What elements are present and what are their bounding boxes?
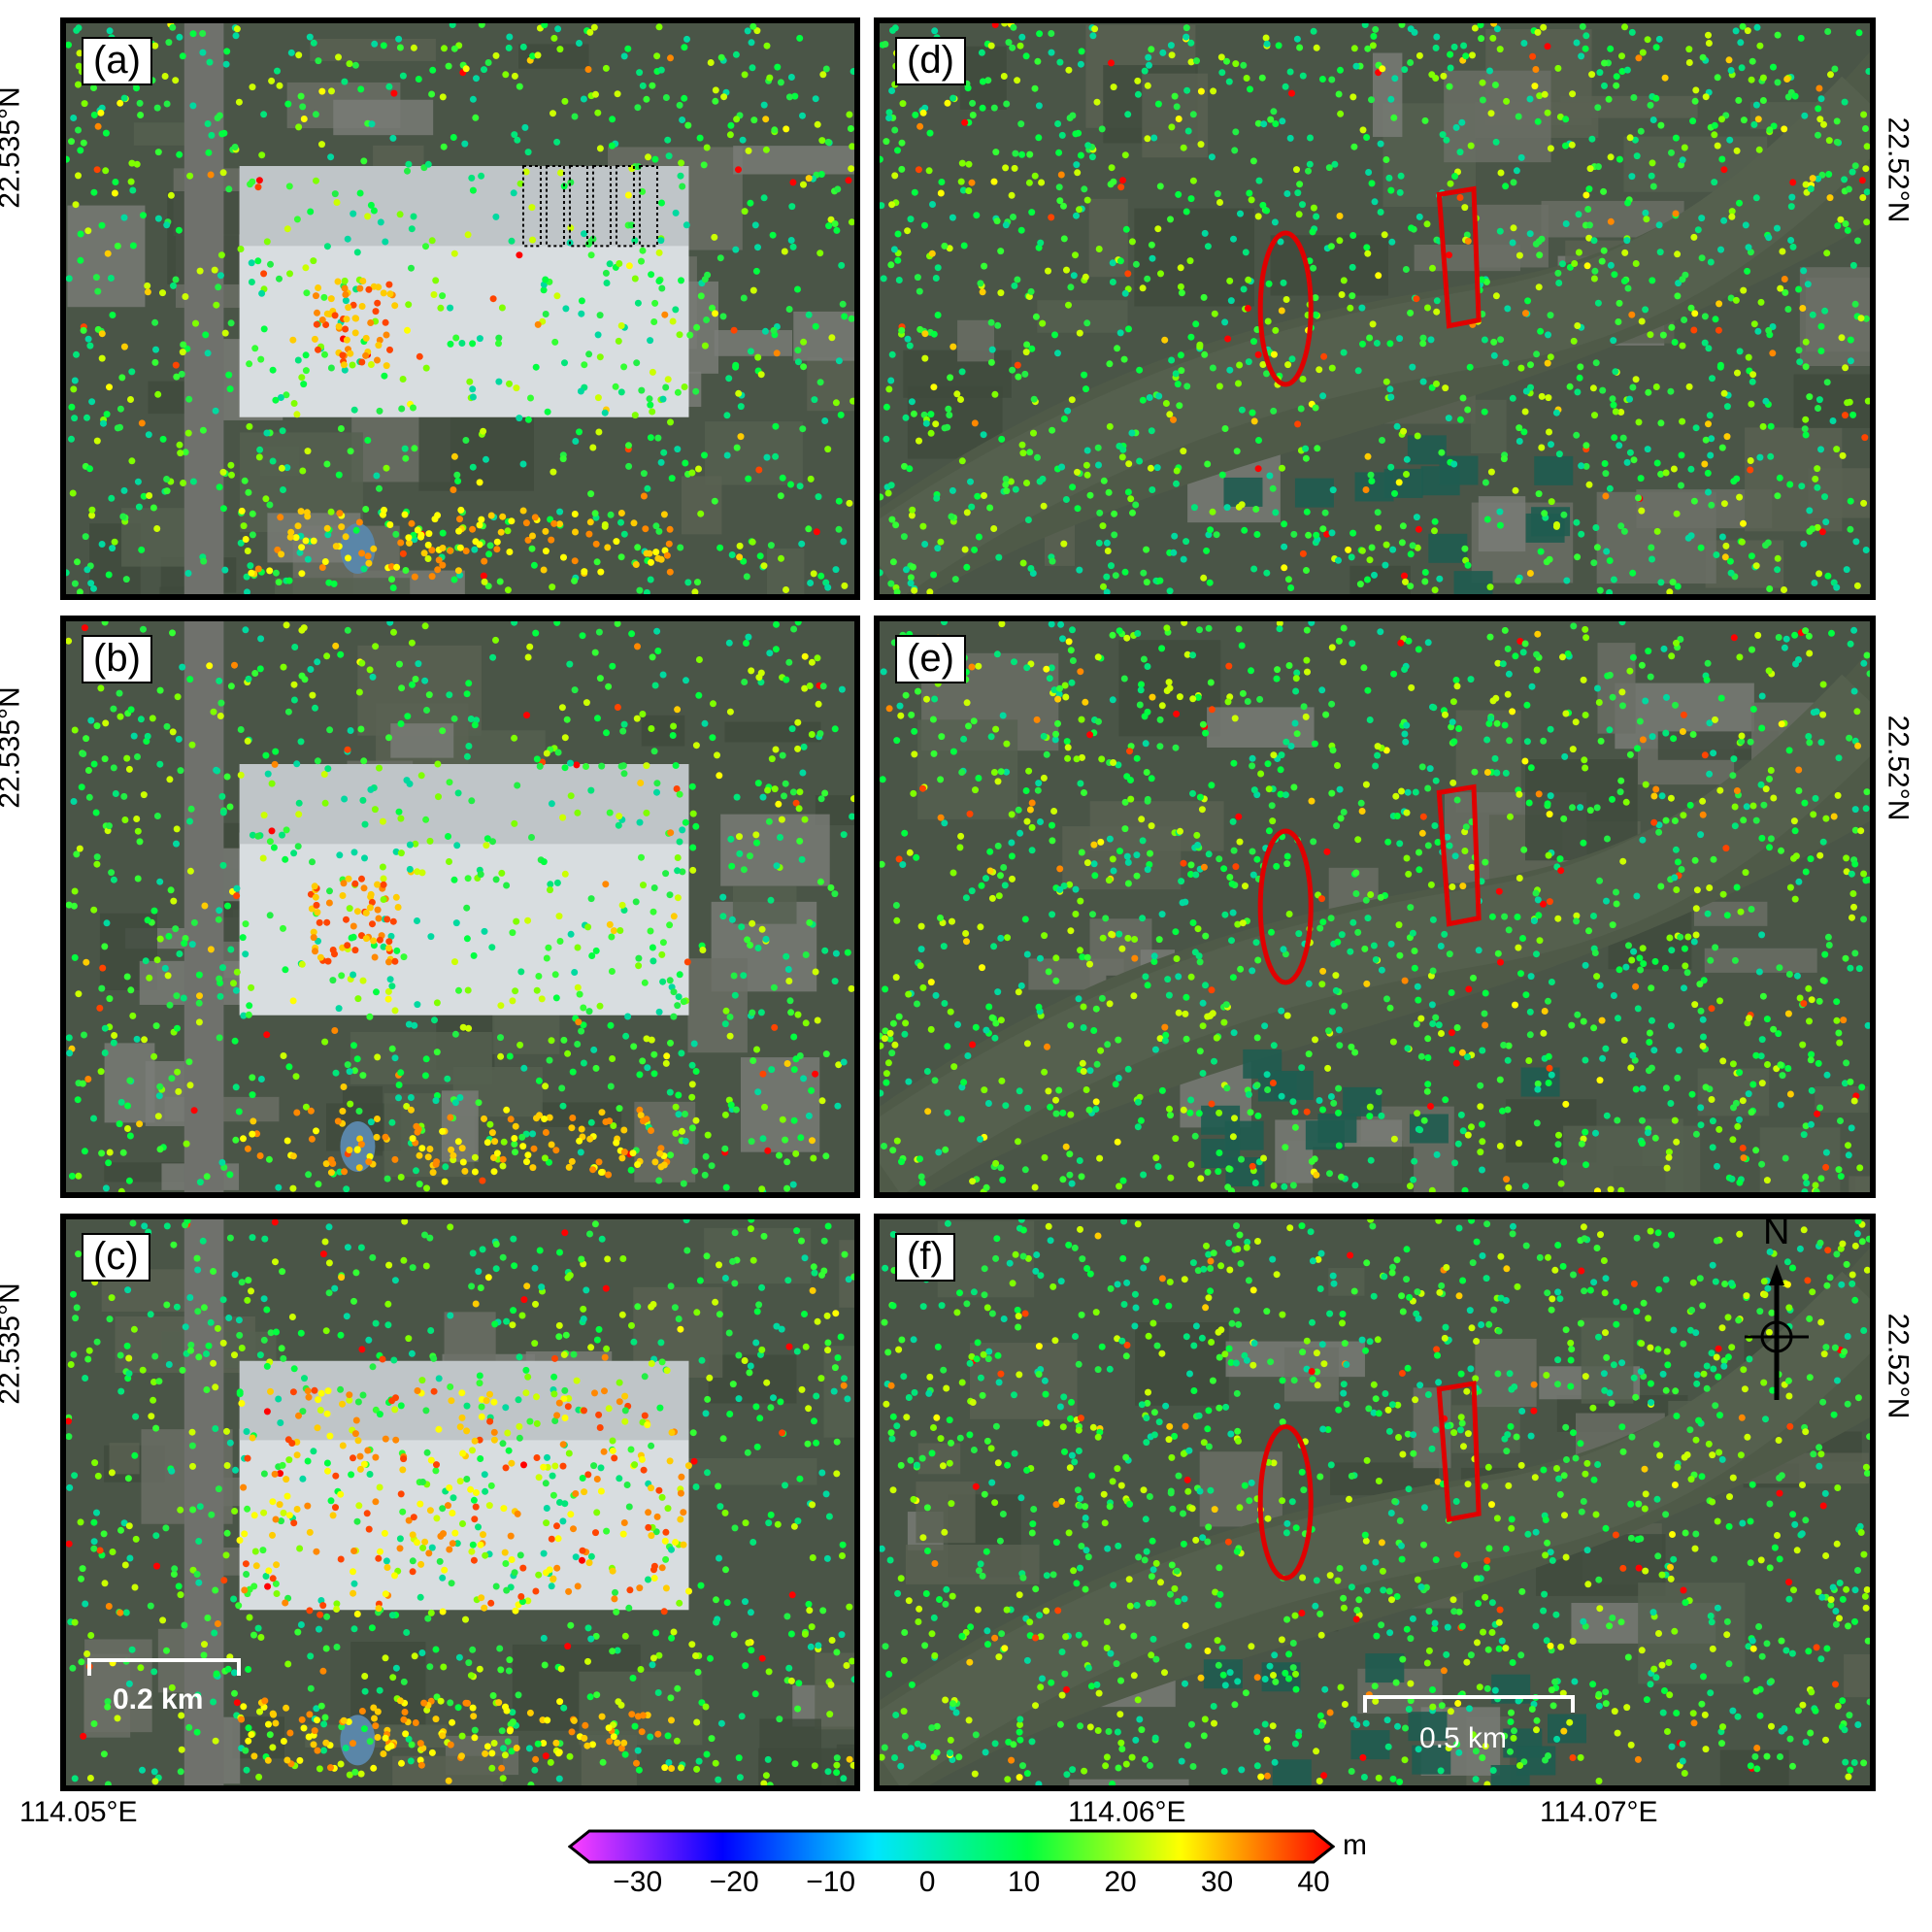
panel-a: (a) [60,17,860,600]
panel-label-d: (d) [895,37,966,85]
colorbar-tick-label: 10 [1007,1866,1041,1898]
colorbar [567,1829,1336,1864]
scale-label-left: 0.2 km [113,1683,204,1715]
satellite-map-a [66,23,854,594]
colorbar-tick-label: −30 [613,1866,663,1898]
colorbar-tick-label: 40 [1297,1866,1330,1898]
lat-label-e: 22.52°N [1882,715,1915,821]
panel-d: (d) [874,17,1876,600]
lon-label-2: 114.06°E [1068,1796,1186,1828]
colorbar-tick-label: −10 [806,1866,856,1898]
scale-label-right: 0.5 km [1419,1722,1508,1754]
lat-label-d: 22.52°N [1882,117,1915,223]
scale-bar-right [1363,1695,1575,1713]
north-letter: N [1763,1212,1790,1252]
panel-e: (e) [874,616,1876,1198]
north-arrow: N [1743,1212,1811,1410]
colorbar-svg [567,1829,1336,1864]
panel-c: (c) 0.2 km [60,1214,860,1791]
colorbar-tick-label: −20 [709,1866,759,1898]
panel-label-b: (b) [82,635,152,683]
satellite-map-c [66,1219,854,1785]
satellite-map-d [880,23,1870,594]
satellite-map-b [66,621,854,1192]
lat-label-a: 22.535°N [0,86,26,209]
north-arrow-icon [1745,1264,1809,1400]
lon-label-3: 114.07°E [1540,1796,1658,1828]
colorbar-unit: m [1343,1829,1367,1861]
lat-label-c: 22.535°N [0,1282,26,1405]
lat-label-f: 22.52°N [1882,1313,1915,1419]
scale-bar-left [87,1658,241,1676]
panel-label-c: (c) [82,1233,150,1282]
satellite-map-f [880,1219,1870,1785]
lon-label-1: 114.05°E [19,1796,138,1828]
lat-label-b: 22.535°N [0,686,26,809]
panel-label-f: (f) [895,1233,955,1282]
panel-f: (f) 0.5 km N [874,1214,1876,1791]
colorbar-tick-label: 0 [918,1866,936,1898]
panel-label-a: (a) [82,37,152,85]
colorbar-tick-label: 20 [1104,1866,1137,1898]
satellite-map-e [880,621,1870,1192]
panel-label-e: (e) [895,635,966,683]
colorbar-tick-label: 30 [1200,1866,1234,1898]
panel-b: (b) [60,616,860,1198]
